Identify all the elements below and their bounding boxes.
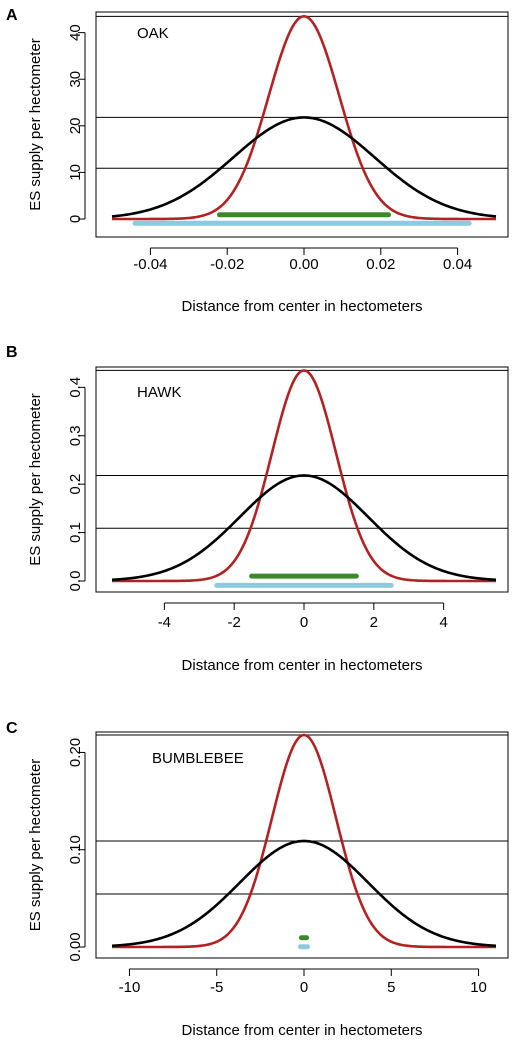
- species-label: OAK: [137, 25, 169, 42]
- plot-frame: [95, 731, 509, 959]
- y-tick-label: 30: [67, 71, 84, 88]
- curve-narrow: [112, 369, 496, 583]
- curve-wide: [111, 116, 497, 218]
- y-tick-label: 0.00: [67, 932, 84, 961]
- x-axis-label: Distance from center in hectometers: [182, 657, 423, 674]
- y-tick-label: 0: [67, 215, 84, 223]
- species-label: HAWK: [137, 384, 181, 401]
- x-tick-label: -0.04: [133, 256, 167, 273]
- panel-b: B HAWK -4 -2 0 2 4 Distance from center in hect…: [6, 344, 509, 674]
- x-axis-label: Distance from center in hectometers: [182, 1022, 423, 1039]
- y-tick-label: 0.10: [67, 835, 84, 864]
- x-tick-label: -2: [228, 614, 241, 631]
- y-tick-label: 0.4: [67, 377, 84, 398]
- plot-frame: [95, 11, 509, 238]
- curve-wide: [111, 474, 497, 582]
- y-tick-label: 10: [67, 164, 84, 181]
- x-tick-label: 2: [370, 614, 378, 631]
- x-tick-label: -10: [119, 979, 141, 996]
- x-tick-label: -5: [210, 979, 223, 996]
- x-tick-label: 4: [439, 614, 447, 631]
- curve-wide: [111, 839, 497, 948]
- species-label: BUMBLEBEE: [152, 750, 244, 767]
- y-tick-label: 40: [67, 24, 84, 41]
- y-tick-label: 0.1: [67, 522, 84, 543]
- panel-letter: A: [6, 7, 18, 24]
- x-axis-label: Distance from center in hectometers: [182, 298, 423, 315]
- y-axis-label: ES supply per hectometer: [27, 38, 44, 211]
- panel-a: A OAK -0.04 -0.02 0.00 0.02 0.04 Distance from …: [6, 7, 509, 315]
- y-axis-label: ES supply per hectometer: [27, 759, 44, 932]
- y-tick-label: 0.20: [67, 738, 84, 767]
- y-tick-label: 0.2: [67, 474, 84, 495]
- panel-letter: B: [6, 344, 18, 361]
- x-tick-label: 10: [470, 979, 487, 996]
- y-tick-label: 0.0: [67, 571, 84, 592]
- curve-narrow: [112, 733, 496, 949]
- panel-letter: C: [6, 720, 18, 737]
- x-tick-label: 5: [387, 979, 395, 996]
- x-tick-label: 0: [300, 614, 308, 631]
- panel-c: C BUMBLEBEE -10 -5 0 5 10 Distance from center …: [6, 720, 509, 1039]
- x-tick-label: 0.00: [289, 256, 318, 273]
- y-axis-label: ES supply per hectometer: [27, 393, 44, 566]
- x-tick-label: 0: [300, 979, 308, 996]
- x-tick-label: -0.02: [210, 256, 244, 273]
- plot-frame: [95, 366, 509, 593]
- x-tick-label: 0.02: [366, 256, 395, 273]
- curve-narrow: [112, 15, 496, 221]
- x-tick-label: -4: [158, 614, 171, 631]
- y-tick-label: 0.3: [67, 425, 84, 446]
- x-tick-label: 0.04: [443, 256, 472, 273]
- y-tick-label: 20: [67, 117, 84, 134]
